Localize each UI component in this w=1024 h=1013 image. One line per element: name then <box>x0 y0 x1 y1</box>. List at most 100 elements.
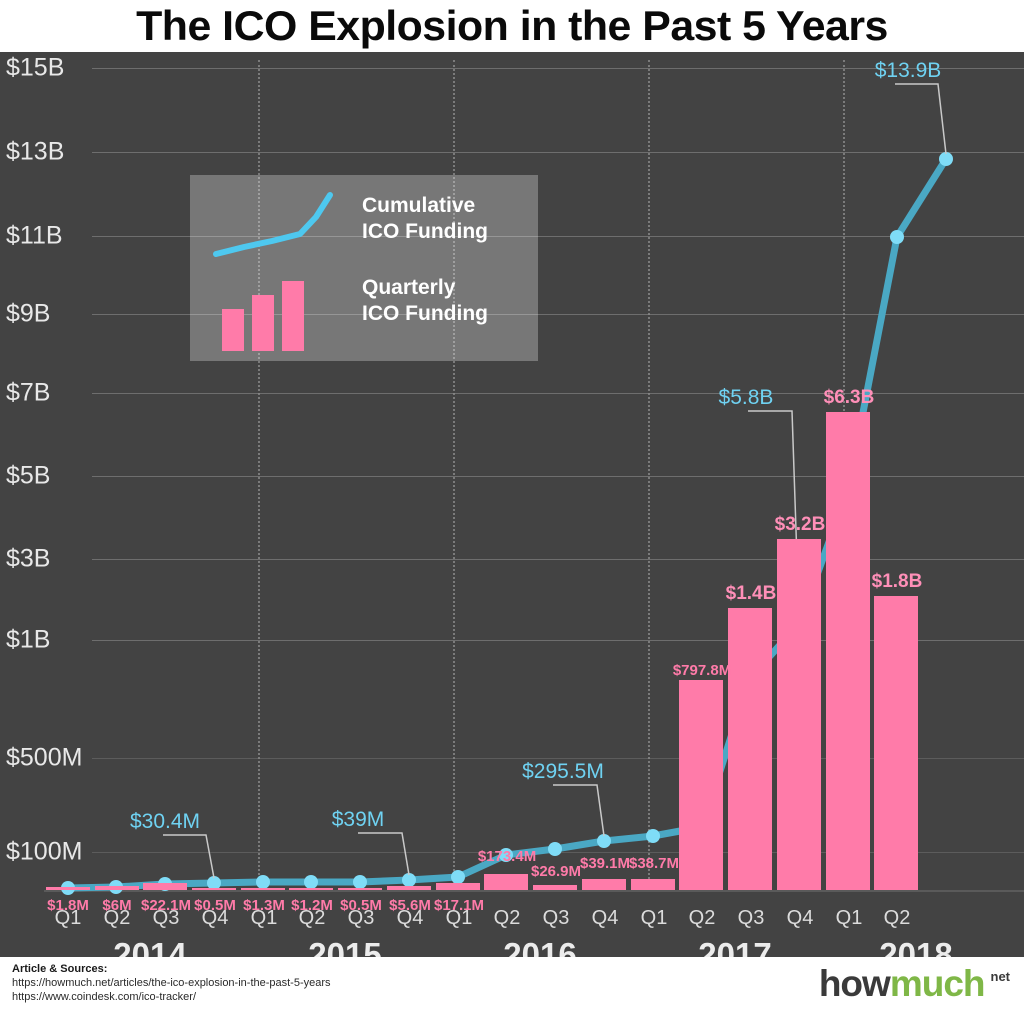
y-axis-label-500M: $500M <box>6 743 83 772</box>
line-label-2018-q2: $13.9B <box>874 59 942 82</box>
x-tick-2014-q3: Q3 <box>152 907 180 929</box>
x-tick-2018-q2: Q2 <box>883 907 911 929</box>
x-tick-2016-q1: Q1 <box>445 907 473 929</box>
bar-label-2016-q4: $39.1M <box>579 855 631 872</box>
bar-2016-q2 <box>484 874 528 890</box>
logo-text-how: how <box>818 963 891 1004</box>
x-tick-2015-q4: Q4 <box>396 907 424 929</box>
y-axis-label-15B: $15B <box>6 53 65 82</box>
bar-label-2016-q3: $26.9M <box>530 863 582 880</box>
gridline-11B <box>92 236 1024 237</box>
bar-2014-q2 <box>95 886 139 890</box>
legend-cumulative-line2: ICO Funding <box>362 220 488 243</box>
y-axis-label-5B: $5B <box>6 461 51 490</box>
bar-2014-q3 <box>143 883 187 890</box>
chart-baseline <box>44 890 1024 892</box>
bar-label-2016-q1: $17.1M <box>433 897 485 914</box>
bar-2017-q1 <box>631 879 675 890</box>
chart-panel: $15B $13B $11B $9B $7B $5B $3B $1B $500M… <box>0 52 1024 957</box>
x-tick-2014-q2: Q2 <box>103 907 131 929</box>
y-axis-label-3B: $3B <box>6 544 51 573</box>
x-tick-2017-q2: Q2 <box>688 907 716 929</box>
bar-2017-q4 <box>777 539 821 890</box>
page-title: The ICO Explosion in the Past 5 Years <box>136 2 888 49</box>
legend-line-swatch <box>213 192 333 257</box>
y-axis-label-1B: $1B <box>6 625 51 654</box>
legend-cumulative-line1: Cumulative <box>362 194 476 217</box>
logo-text-much: much <box>889 963 986 1004</box>
bar-2018-q1 <box>826 412 870 890</box>
line-label-2015-q4: $39M <box>331 808 385 831</box>
x-tick-2018-q1: Q1 <box>835 907 863 929</box>
sources-block: Article & Sources: https://howmuch.net/a… <box>12 962 331 1004</box>
gridline-13B <box>92 152 1024 153</box>
year-divider-2015-2016 <box>453 60 455 887</box>
bar-2015-q1 <box>241 888 285 890</box>
line-label-2014-q4: $30.4M <box>129 810 201 833</box>
gridline-5B <box>92 476 1024 477</box>
x-tick-2017-q4: Q4 <box>786 907 814 929</box>
bar-label-2018-q2: $1.8B <box>871 571 923 592</box>
bar-label-2014-q2: $6M <box>102 897 132 914</box>
bar-label-2015-q3: $0.5M <box>340 897 382 914</box>
x-tick-2015-q3: Q3 <box>347 907 375 929</box>
bar-2017-q2 <box>679 680 723 890</box>
footer: Article & Sources: https://howmuch.net/a… <box>0 957 1024 1013</box>
bar-label-2014-q1: $1.8M <box>47 897 89 914</box>
x-year-2016: 2016 <box>503 936 577 957</box>
x-year-2017: 2017 <box>698 936 772 957</box>
x-tick-2017-q3: Q3 <box>737 907 765 929</box>
legend-label-cumulative: Cumulative ICO Funding <box>362 193 488 245</box>
bar-label-2014-q4: $0.5M <box>194 897 236 914</box>
bar-2016-q1 <box>436 883 480 890</box>
bar-label-2014-q3: $22.1M <box>140 897 192 914</box>
legend-quarterly-line1: Quarterly <box>362 276 456 299</box>
gridline-3B <box>92 559 1024 560</box>
gridline-7B <box>92 393 1024 394</box>
source-link-1[interactable]: https://howmuch.net/articles/the-ico-exp… <box>12 977 331 989</box>
year-divider-2016-2017 <box>648 60 650 887</box>
legend-quarterly-line2: ICO Funding <box>362 302 488 325</box>
x-tick-2015-q2: Q2 <box>298 907 326 929</box>
chart-legend: Cumulative ICO Funding Quarterly ICO Fun… <box>190 175 538 361</box>
bar-2015-q3 <box>338 888 382 890</box>
bar-label-2015-q4: $5.6M <box>389 897 431 914</box>
source-link-2[interactable]: https://www.coindesk.com/ico-tracker/ <box>12 991 197 1003</box>
sources-heading: Article & Sources: <box>12 963 108 975</box>
year-divider-2014-2015 <box>258 60 260 887</box>
x-tick-2016-q3: Q3 <box>542 907 570 929</box>
y-axis-label-7B: $7B <box>6 378 51 407</box>
y-axis-label-11B: $11B <box>6 221 63 250</box>
bar-2016-q4 <box>582 879 626 890</box>
bar-2015-q4 <box>387 886 431 890</box>
bar-label-2017-q3: $1.4B <box>725 583 777 604</box>
x-tick-2015-q1: Q1 <box>250 907 278 929</box>
logo-text-net: net <box>990 969 1011 984</box>
y-axis-label-13B: $13B <box>6 137 65 166</box>
x-tick-2017-q1: Q1 <box>640 907 668 929</box>
bar-label-2017-q4: $3.2B <box>774 514 826 535</box>
gridline-15B <box>92 68 1024 69</box>
legend-label-quarterly: Quarterly ICO Funding <box>362 275 488 327</box>
howmuch-logo[interactable]: how much net <box>819 963 1010 1005</box>
x-year-2015: 2015 <box>308 936 382 957</box>
bar-2018-q2 <box>874 596 918 890</box>
line-label-2016-q4: $295.5M <box>522 760 604 783</box>
x-tick-2016-q4: Q4 <box>591 907 619 929</box>
gridline-9B <box>92 314 1024 315</box>
gridline-1B <box>92 640 1024 641</box>
bar-2014-q1 <box>46 887 90 890</box>
legend-bar-swatch <box>222 281 304 351</box>
gridline-500M <box>92 758 1024 759</box>
bar-2015-q2 <box>289 888 333 890</box>
line-label-2017-q4: $5.8B <box>718 386 774 409</box>
bar-2016-q3 <box>533 885 577 890</box>
bar-label-2015-q2: $1.2M <box>291 897 333 914</box>
x-tick-2016-q2: Q2 <box>493 907 521 929</box>
x-year-2018: 2018 <box>879 936 953 957</box>
bar-2017-q3 <box>728 608 772 890</box>
bar-label-2017-q2: $797.8M <box>672 662 732 679</box>
bar-label-2015-q1: $1.3M <box>243 897 285 914</box>
bar-label-2018-q1: $6.3B <box>823 387 875 408</box>
